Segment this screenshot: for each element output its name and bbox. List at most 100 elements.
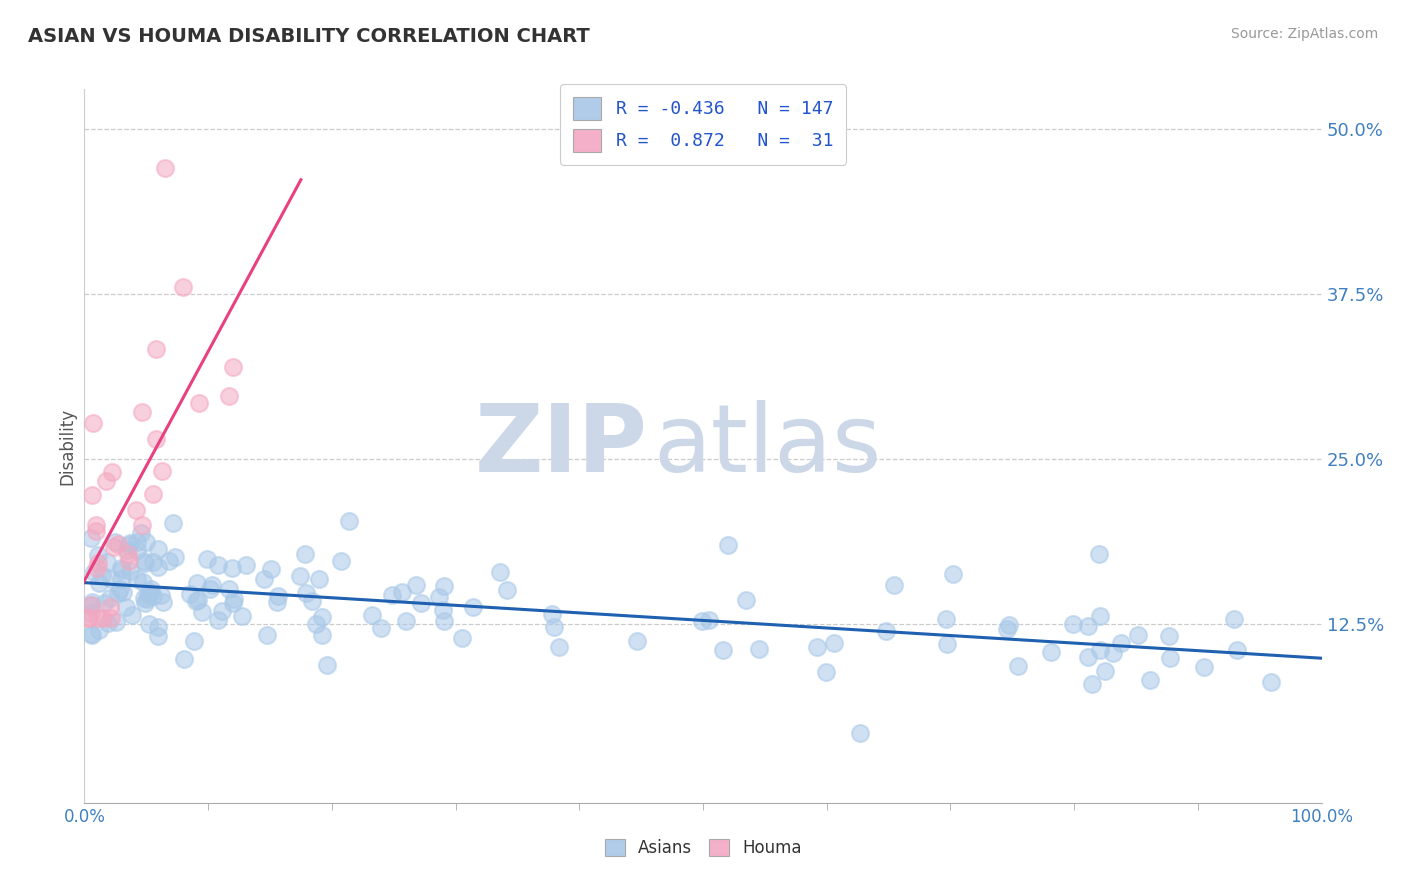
Point	[96, 474, 118, 488]
Point	[690, 615, 713, 629]
Point	[80, 606, 103, 620]
Point	[80, 599, 103, 613]
Point	[451, 631, 474, 645]
Point	[1102, 646, 1125, 660]
Point	[1139, 673, 1161, 688]
Point	[112, 585, 135, 599]
Point	[432, 603, 454, 617]
Point	[495, 583, 517, 598]
Point	[136, 587, 159, 601]
Point	[211, 604, 233, 618]
Point	[294, 547, 316, 561]
Legend: Asians, Houma: Asians, Houma	[596, 831, 810, 866]
Point	[87, 548, 110, 562]
Point	[79, 531, 101, 545]
Point	[107, 585, 129, 599]
Point	[139, 584, 162, 599]
Point	[107, 536, 129, 550]
Point	[711, 642, 734, 657]
Point	[84, 524, 107, 538]
Point	[146, 560, 169, 574]
Point	[207, 613, 229, 627]
Point	[747, 641, 769, 656]
Point	[149, 589, 172, 603]
Point	[301, 593, 323, 607]
Point	[111, 563, 134, 577]
Point	[98, 591, 121, 605]
Point	[86, 561, 108, 575]
Point	[308, 572, 330, 586]
Point	[256, 628, 278, 642]
Point	[134, 556, 156, 570]
Point	[152, 595, 174, 609]
Point	[1260, 675, 1282, 690]
Point	[127, 535, 149, 549]
Point	[79, 611, 101, 625]
Point	[179, 587, 201, 601]
Point	[222, 359, 245, 374]
Point	[172, 280, 194, 294]
Point	[127, 572, 149, 586]
Point	[162, 516, 184, 530]
Point	[253, 572, 276, 586]
Point	[87, 611, 110, 625]
Point	[218, 389, 240, 403]
Point	[200, 578, 222, 592]
Point	[409, 597, 432, 611]
Point	[141, 582, 163, 596]
Point	[540, 607, 562, 621]
Point	[101, 465, 124, 479]
Point	[305, 617, 328, 632]
Point	[131, 525, 153, 540]
Point	[1159, 650, 1181, 665]
Point	[1077, 619, 1099, 633]
Point	[381, 588, 404, 602]
Point	[935, 612, 957, 626]
Point	[120, 564, 142, 578]
Text: ASIAN VS HOUMA DISABILITY CORRELATION CHART: ASIAN VS HOUMA DISABILITY CORRELATION CH…	[28, 27, 591, 45]
Point	[132, 591, 155, 605]
Point	[117, 547, 139, 561]
Point	[118, 554, 141, 568]
Point	[146, 629, 169, 643]
Point	[433, 579, 456, 593]
Point	[231, 609, 253, 624]
Point	[875, 624, 897, 639]
Point	[157, 554, 180, 568]
Point	[221, 560, 243, 574]
Point	[1081, 677, 1104, 691]
Point	[91, 567, 114, 582]
Point	[814, 665, 837, 679]
Point	[153, 161, 176, 176]
Point	[849, 726, 872, 740]
Text: ZIP: ZIP	[474, 400, 647, 492]
Point	[146, 541, 169, 556]
Point	[997, 617, 1019, 632]
Point	[1077, 650, 1099, 665]
Point	[1088, 608, 1111, 623]
Point	[145, 432, 167, 446]
Point	[370, 621, 392, 635]
Point	[218, 582, 240, 597]
Point	[80, 488, 103, 502]
Point	[84, 518, 107, 533]
Point	[98, 600, 121, 615]
Point	[266, 595, 288, 609]
Point	[195, 551, 218, 566]
Point	[1062, 617, 1084, 632]
Point	[207, 558, 229, 572]
Point	[461, 599, 484, 614]
Point	[184, 593, 207, 607]
Point	[173, 651, 195, 665]
Point	[135, 534, 157, 549]
Text: atlas: atlas	[654, 400, 882, 492]
Point	[183, 634, 205, 648]
Point	[186, 575, 208, 590]
Point	[191, 605, 214, 619]
Text: Source: ZipAtlas.com: Source: ZipAtlas.com	[1230, 27, 1378, 41]
Point	[105, 615, 128, 629]
Point	[1223, 612, 1246, 626]
Point	[824, 636, 846, 650]
Point	[395, 614, 418, 628]
Point	[1226, 643, 1249, 657]
